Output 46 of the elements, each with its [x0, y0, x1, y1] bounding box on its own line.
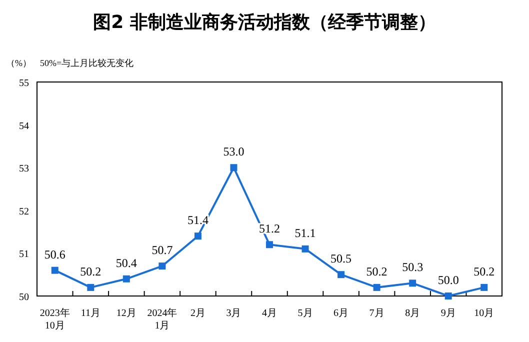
y-tick-label: 55 — [19, 78, 29, 89]
y-axis-title: （%） — [6, 58, 32, 68]
point — [158, 262, 166, 270]
data-label: 50.2 — [366, 264, 388, 278]
chart-title: 图2 非制造业商务活动指数（经季节调整） — [93, 12, 436, 33]
x-tick-label: 12月 — [116, 308, 136, 319]
x-tick-label: 6月 — [334, 308, 349, 319]
point — [266, 241, 273, 248]
y-tick-label: 53 — [19, 164, 29, 175]
y-tick-label: 50 — [19, 292, 29, 303]
text: 50%=与上月比较无变化 — [40, 58, 134, 68]
point — [230, 164, 238, 172]
point — [373, 284, 380, 291]
x-tick-label: 2024年 1月 — [147, 307, 178, 332]
point — [409, 280, 416, 287]
data-label: 53.0 — [223, 144, 244, 159]
data-label: 50.2 — [474, 264, 495, 278]
x-tick-label: 2月 — [190, 308, 206, 319]
x-tick-label: 10月 — [474, 308, 494, 319]
y-tick-label: 52 — [19, 206, 29, 218]
y-tick-label: 54 — [19, 120, 29, 132]
x-tick-label: 3月 — [226, 308, 242, 319]
data-label: 50.7 — [152, 243, 173, 258]
data-label: 50.2 — [80, 264, 102, 278]
point — [338, 271, 345, 278]
x-tick-label: 8月 — [405, 308, 420, 319]
x-tick-label: 7月 — [369, 308, 384, 319]
data-label: 50.6 — [44, 247, 66, 262]
data-label: 50.5 — [330, 252, 352, 266]
y-tick-label: 51 — [19, 249, 29, 260]
point — [444, 292, 452, 300]
point — [302, 245, 309, 252]
data-label: 50.4 — [116, 256, 137, 270]
x-tick-label: 2023年 10月 — [40, 307, 70, 332]
x-tick-label: 11月 — [80, 308, 100, 319]
data-label: 50.3 — [402, 260, 424, 274]
x-tick-label: 9月 — [440, 308, 456, 319]
point — [480, 284, 488, 291]
point — [51, 266, 58, 274]
x-tick-label: 4月 — [262, 308, 277, 319]
data-label: 50.0 — [438, 273, 459, 287]
point — [194, 232, 202, 240]
data-label: 51.1 — [294, 226, 316, 240]
x-tick-label: 5月 — [298, 308, 313, 319]
point — [122, 275, 130, 282]
point — [87, 284, 94, 291]
